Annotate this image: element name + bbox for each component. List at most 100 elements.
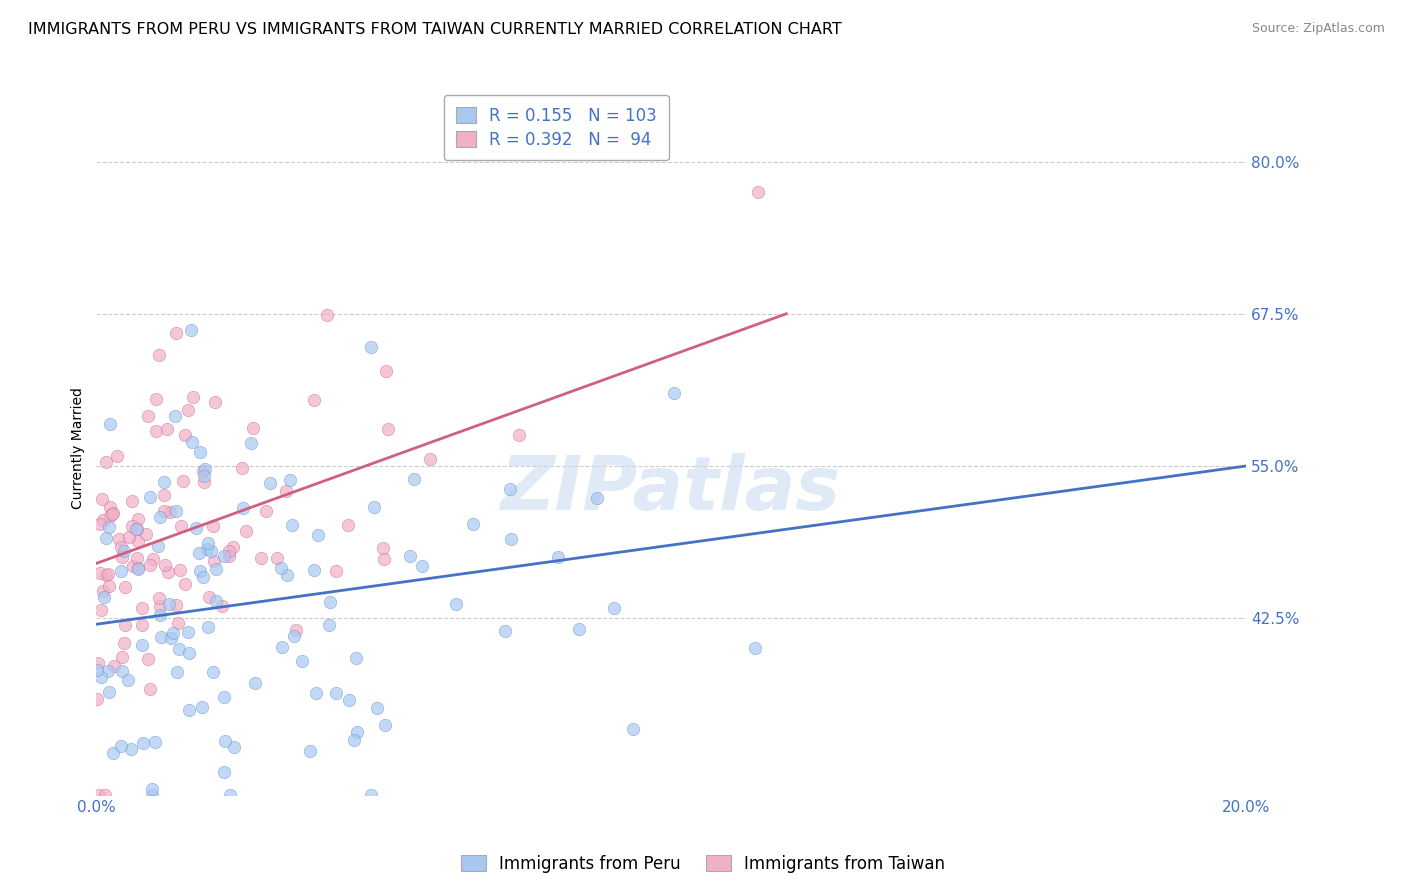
Point bbox=[157, 565, 180, 579]
Point bbox=[89, 517, 111, 532]
Point bbox=[744, 641, 766, 656]
Point bbox=[374, 718, 396, 732]
Point bbox=[174, 576, 197, 591]
Point bbox=[165, 326, 187, 341]
Point bbox=[135, 527, 157, 541]
Point bbox=[373, 552, 395, 566]
Point bbox=[162, 626, 184, 640]
Point bbox=[621, 722, 644, 736]
Point bbox=[319, 594, 342, 608]
Point bbox=[142, 551, 165, 566]
Point bbox=[200, 543, 222, 558]
Point bbox=[291, 654, 314, 668]
Point bbox=[337, 692, 360, 706]
Point bbox=[89, 788, 111, 802]
Point bbox=[194, 462, 217, 476]
Legend: R = 0.155   N = 103, R = 0.392   N =  94: R = 0.155 N = 103, R = 0.392 N = 94 bbox=[444, 95, 668, 161]
Point bbox=[360, 340, 382, 354]
Point bbox=[98, 685, 121, 699]
Point bbox=[494, 624, 516, 639]
Point bbox=[318, 618, 340, 632]
Legend: Immigrants from Peru, Immigrants from Taiwan: Immigrants from Peru, Immigrants from Ta… bbox=[454, 848, 952, 880]
Point bbox=[139, 681, 162, 696]
Point bbox=[155, 558, 177, 573]
Point bbox=[181, 390, 204, 404]
Point bbox=[254, 504, 277, 518]
Point bbox=[141, 788, 163, 802]
Point bbox=[243, 676, 266, 690]
Point bbox=[402, 472, 425, 486]
Point bbox=[93, 590, 115, 604]
Point bbox=[118, 530, 141, 544]
Point bbox=[325, 565, 347, 579]
Point bbox=[177, 625, 200, 640]
Point bbox=[86, 663, 108, 677]
Point bbox=[125, 522, 148, 536]
Point bbox=[307, 528, 329, 542]
Point bbox=[419, 451, 441, 466]
Point bbox=[222, 540, 245, 554]
Point bbox=[205, 561, 228, 575]
Point bbox=[146, 539, 169, 553]
Point bbox=[201, 518, 224, 533]
Point bbox=[499, 482, 522, 496]
Point bbox=[138, 409, 160, 423]
Point bbox=[187, 546, 209, 560]
Point bbox=[363, 500, 385, 515]
Point bbox=[211, 599, 233, 613]
Point bbox=[193, 469, 215, 483]
Point bbox=[325, 686, 347, 700]
Point bbox=[108, 532, 131, 546]
Point bbox=[98, 579, 121, 593]
Point bbox=[94, 454, 117, 468]
Point bbox=[285, 623, 308, 637]
Point bbox=[212, 690, 235, 705]
Text: ZIPatlas: ZIPatlas bbox=[502, 453, 841, 525]
Point bbox=[101, 507, 124, 521]
Point bbox=[87, 657, 110, 671]
Point bbox=[127, 550, 149, 565]
Point bbox=[156, 422, 179, 436]
Point bbox=[101, 746, 124, 760]
Point bbox=[94, 531, 117, 545]
Point bbox=[377, 422, 399, 436]
Point bbox=[360, 788, 382, 802]
Point bbox=[747, 185, 769, 199]
Point bbox=[110, 540, 132, 554]
Point bbox=[145, 392, 167, 407]
Point bbox=[149, 608, 172, 623]
Point bbox=[177, 646, 200, 660]
Point bbox=[270, 640, 292, 655]
Point bbox=[316, 308, 339, 322]
Point bbox=[278, 473, 301, 487]
Point bbox=[121, 493, 143, 508]
Point bbox=[117, 673, 139, 688]
Point bbox=[94, 788, 117, 802]
Point bbox=[176, 402, 198, 417]
Point bbox=[212, 765, 235, 780]
Point bbox=[149, 599, 172, 613]
Point bbox=[184, 521, 207, 535]
Point bbox=[602, 601, 624, 615]
Point bbox=[298, 744, 321, 758]
Point bbox=[191, 699, 214, 714]
Point bbox=[98, 509, 121, 524]
Point bbox=[165, 503, 187, 517]
Point bbox=[90, 603, 112, 617]
Point bbox=[201, 665, 224, 679]
Point bbox=[664, 385, 686, 400]
Point bbox=[143, 735, 166, 749]
Point bbox=[111, 549, 134, 564]
Point bbox=[111, 650, 134, 665]
Point bbox=[127, 534, 149, 549]
Point bbox=[127, 562, 149, 576]
Point bbox=[218, 788, 240, 802]
Point bbox=[274, 483, 297, 498]
Point bbox=[302, 393, 325, 408]
Point bbox=[103, 659, 125, 673]
Point bbox=[172, 474, 194, 488]
Point bbox=[231, 461, 253, 475]
Point bbox=[366, 700, 388, 714]
Point bbox=[91, 584, 114, 599]
Point bbox=[114, 580, 136, 594]
